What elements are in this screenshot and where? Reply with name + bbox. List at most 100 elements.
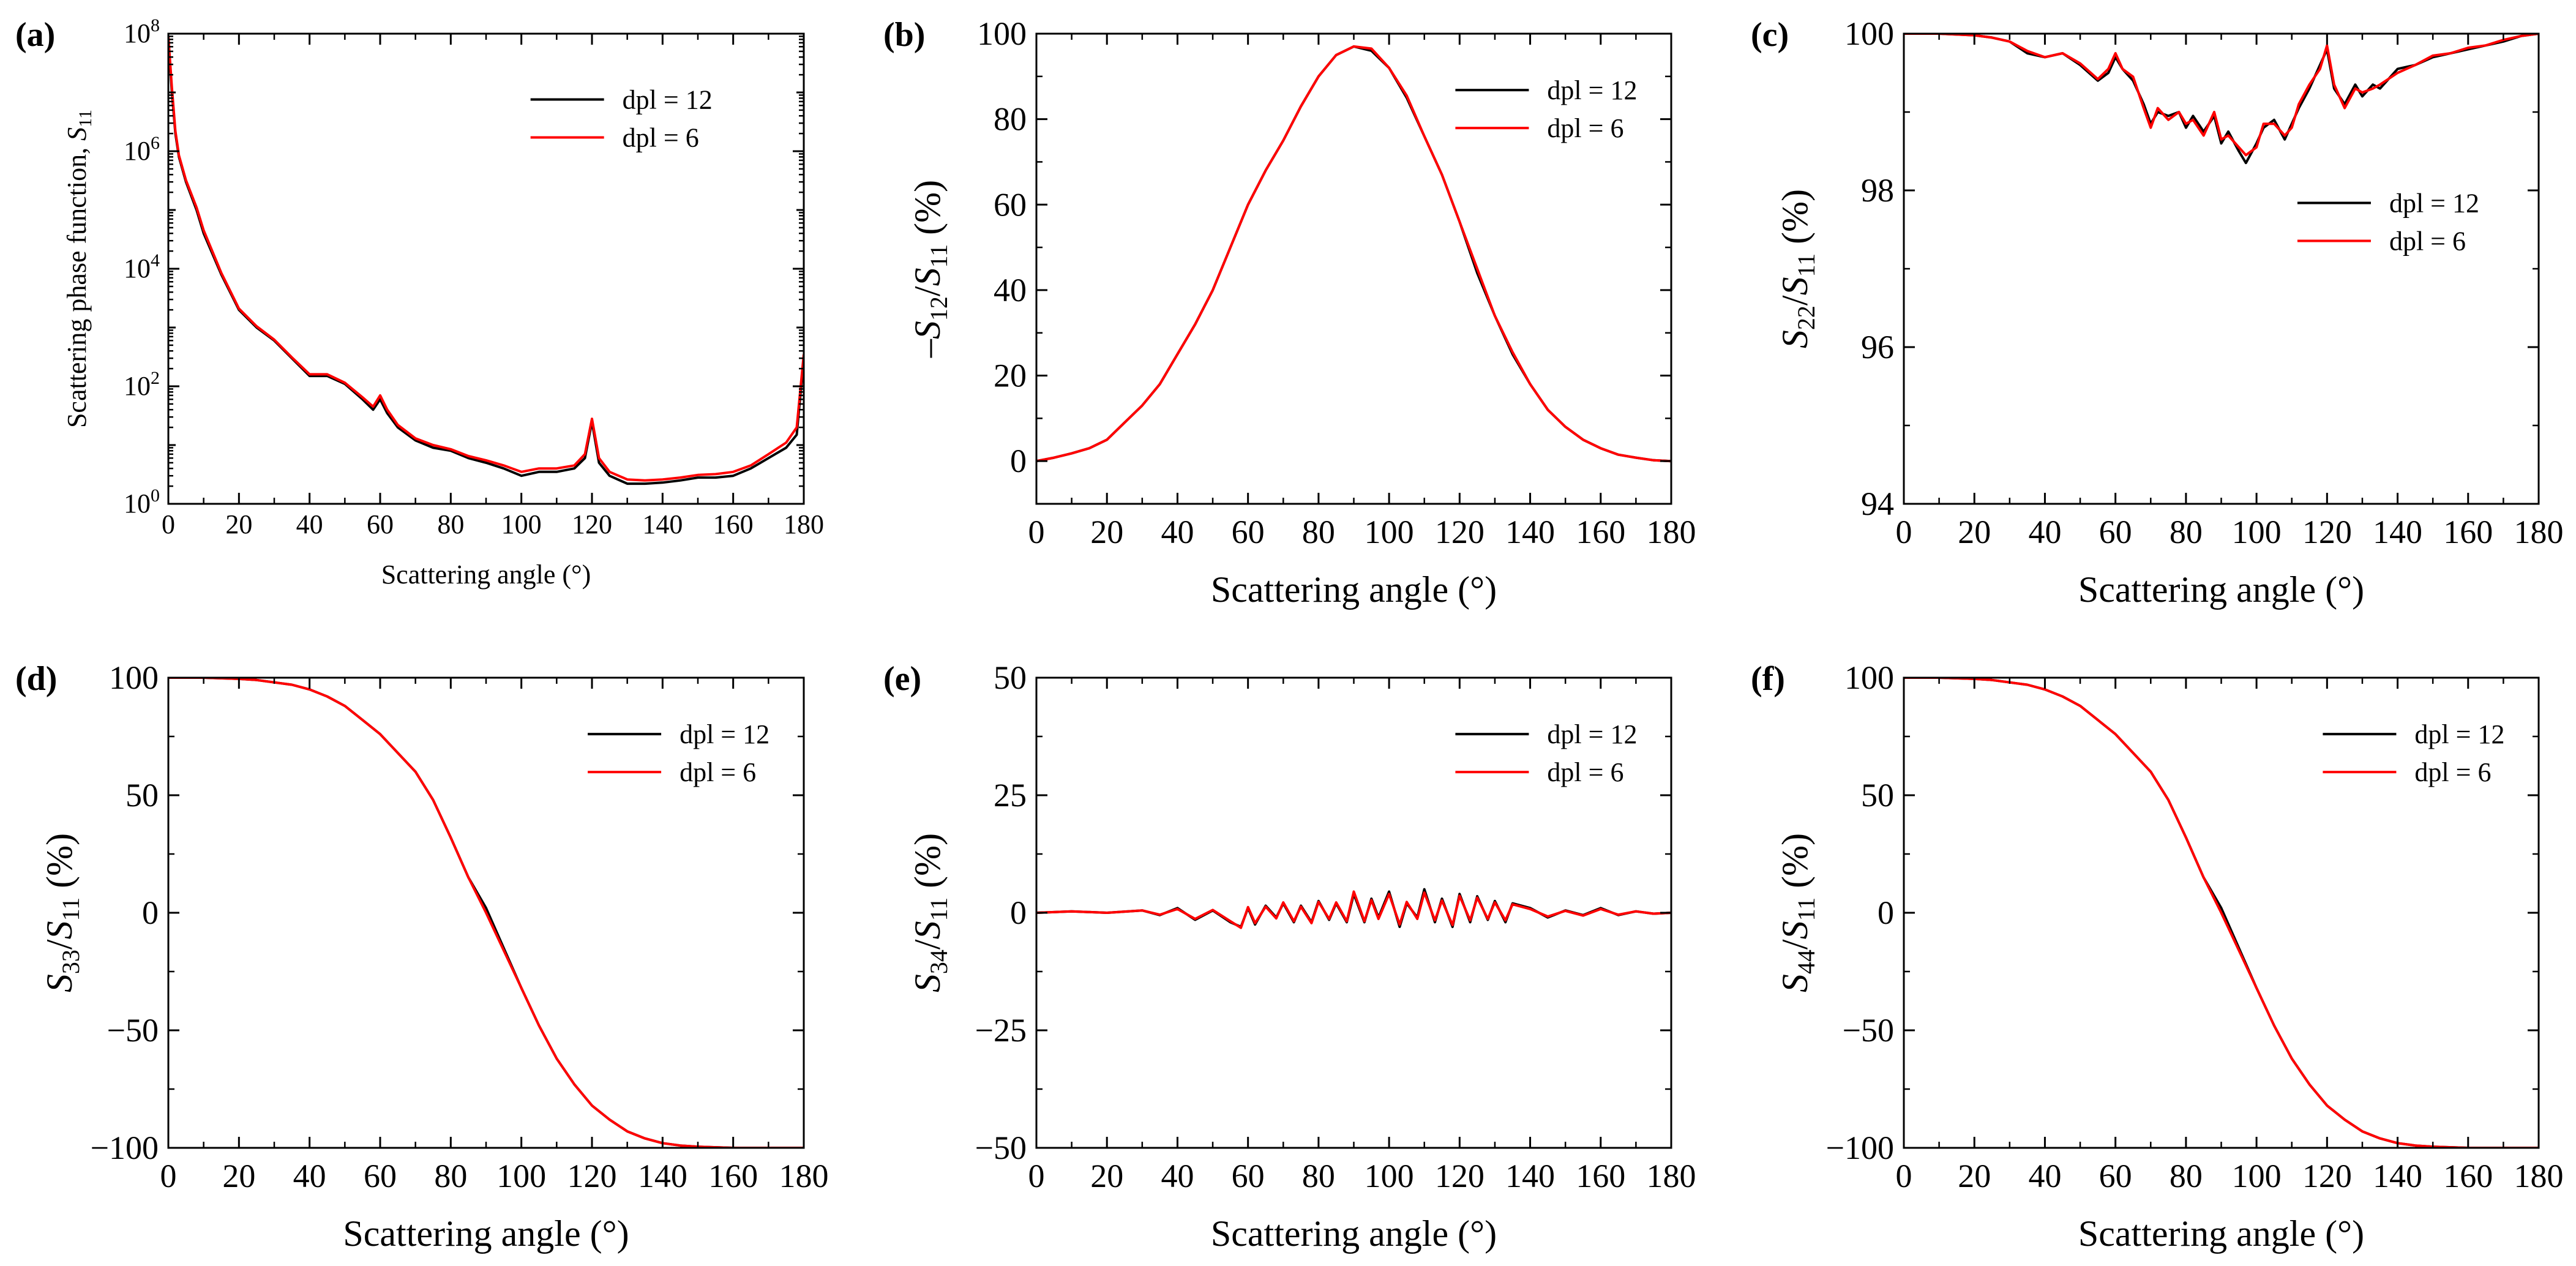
legend-label: dpl = 6: [2414, 757, 2491, 787]
x-tick-label: 40: [1161, 514, 1194, 550]
panel-d: 0 20 40 60 80 100 120 140 160 180 −100 −50 0 50 100 Sca…: [15, 659, 829, 1254]
panel-a: 0 20 40 60 80 100 120 140 160 180 100 102 104 106 108 S…: [15, 15, 824, 590]
x-tick-label: 160: [1576, 514, 1625, 550]
x-tick-label: 120: [572, 509, 612, 539]
legend-label: dpl = 6: [1547, 757, 1623, 787]
y-tick-label: 94: [1861, 485, 1894, 522]
legend-label: dpl = 12: [1547, 719, 1637, 749]
y-tick-label: 20: [994, 358, 1027, 394]
legend: dpl = 12 dpl = 6: [588, 719, 769, 787]
legend-label: dpl = 6: [2389, 226, 2466, 256]
series-line-c-dpl6: [1904, 34, 2539, 157]
panel-c: 0 20 40 60 80 100 120 140 160 180 94 96 98 100 Scatter…: [1751, 15, 2564, 610]
y-tick-label: 106: [124, 133, 160, 166]
x-tick-label: 40: [296, 509, 323, 539]
x-tick-label: 20: [1958, 514, 1991, 550]
x-tick-label: 100: [501, 509, 542, 539]
x-tick-label: 40: [2028, 1158, 2061, 1194]
x-tick-label: 60: [2099, 1158, 2132, 1194]
x-tick-label: 140: [638, 1158, 687, 1194]
y-tick-label: 0: [1010, 894, 1027, 931]
panel-f: 0 20 40 60 80 100 120 140 160 180 −100 −50 0 50 100 Sca…: [1751, 659, 2564, 1254]
y-tick-label: −50: [1843, 1012, 1894, 1049]
y-tick-label: 40: [994, 272, 1027, 309]
x-axis-title: Scattering angle (°): [343, 1213, 629, 1254]
x-tick-label: 160: [2443, 514, 2493, 550]
x-tick-label: 40: [1161, 1158, 1194, 1194]
legend: dpl = 12 dpl = 6: [2323, 719, 2504, 787]
y-tick-label: −50: [107, 1012, 159, 1049]
y-tick-label: 100: [124, 485, 160, 519]
x-tick-label: 80: [2170, 1158, 2203, 1194]
x-tick-label: 80: [1302, 1158, 1335, 1194]
y-tick-label: 25: [994, 777, 1027, 814]
y-tick-label: 50: [1861, 777, 1894, 814]
panel-label: (e): [883, 660, 921, 698]
y-tick-label: −25: [975, 1012, 1027, 1049]
legend-label: dpl = 12: [2389, 188, 2479, 218]
x-tick-label: 20: [222, 1158, 255, 1194]
y-tick-label: 96: [1861, 329, 1894, 365]
legend-label: dpl = 6: [623, 123, 699, 153]
y-tick-label: 100: [1844, 15, 1894, 52]
x-tick-label: 100: [496, 1158, 546, 1194]
y-tick-label: 60: [994, 186, 1027, 223]
y-tick-label: −100: [1826, 1129, 1894, 1166]
x-tick-label: 60: [1232, 1158, 1265, 1194]
series-line-e-dpl6: [1036, 890, 1671, 929]
y-tick-label: 104: [124, 250, 160, 283]
panel-label: (c): [1751, 16, 1789, 54]
legend-label: dpl = 6: [1547, 113, 1623, 143]
panel-label: (f): [1751, 660, 1785, 698]
x-tick-label: 40: [293, 1158, 326, 1194]
y-tick-label: 108: [124, 15, 160, 48]
legend-label: dpl = 6: [680, 757, 756, 787]
x-tick-label: 160: [708, 1158, 758, 1194]
y-axis-title: –S12/S11 (%): [907, 180, 953, 358]
panel-label: (b): [883, 16, 925, 54]
x-tick-label: 140: [2373, 514, 2422, 550]
x-tick-label: 180: [1647, 514, 1696, 550]
legend-label: dpl = 12: [623, 85, 713, 115]
x-tick-label: 180: [2514, 1158, 2564, 1194]
x-tick-label: 0: [160, 1158, 177, 1194]
x-tick-label: 20: [1958, 1158, 1991, 1194]
x-tick-label: 160: [2443, 1158, 2493, 1194]
x-tick-label: 120: [1435, 1158, 1485, 1194]
x-tick-label: 180: [2514, 514, 2564, 550]
x-tick-label: 100: [2232, 514, 2282, 550]
x-tick-label: 60: [364, 1158, 397, 1194]
x-tick-label: 100: [2232, 1158, 2282, 1194]
legend-label: dpl = 12: [680, 719, 769, 749]
x-tick-label: 120: [2302, 514, 2352, 550]
x-tick-label: 140: [642, 509, 683, 539]
x-tick-label: 180: [779, 1158, 829, 1194]
y-tick-label: 50: [994, 659, 1027, 696]
x-tick-label: 60: [1232, 514, 1265, 550]
y-tick-label: 100: [1844, 659, 1894, 696]
x-tick-label: 40: [2028, 514, 2061, 550]
series-line-b-dpl12: [1036, 45, 1671, 463]
x-tick-label: 100: [1365, 514, 1414, 550]
x-tick-label: 20: [1090, 514, 1123, 550]
x-axis-title: Scattering angle (°): [381, 560, 591, 590]
x-axis-title: Scattering angle (°): [2078, 1213, 2364, 1254]
x-tick-label: 160: [1576, 1158, 1625, 1194]
x-tick-label: 180: [784, 509, 824, 539]
y-axis-title: S34/S11 (%): [907, 833, 953, 992]
y-axis-title: Scattering phase function, S11: [62, 110, 95, 428]
x-tick-label: 60: [367, 509, 394, 539]
x-axis-title: Scattering angle (°): [1211, 1213, 1497, 1254]
x-tick-label: 0: [162, 509, 175, 539]
y-axis-title: S33/S11 (%): [39, 833, 84, 992]
legend: dpl = 12 dpl = 6: [530, 85, 713, 153]
y-tick-label: 80: [994, 101, 1027, 138]
x-tick-label: 20: [1090, 1158, 1123, 1194]
y-axis-title: S22/S11 (%): [1775, 189, 1820, 348]
x-tick-label: 120: [567, 1158, 617, 1194]
x-tick-label: 140: [1505, 1158, 1555, 1194]
y-tick-label: 98: [1861, 172, 1894, 209]
x-tick-label: 20: [225, 509, 252, 539]
panel-label: (a): [15, 16, 55, 54]
